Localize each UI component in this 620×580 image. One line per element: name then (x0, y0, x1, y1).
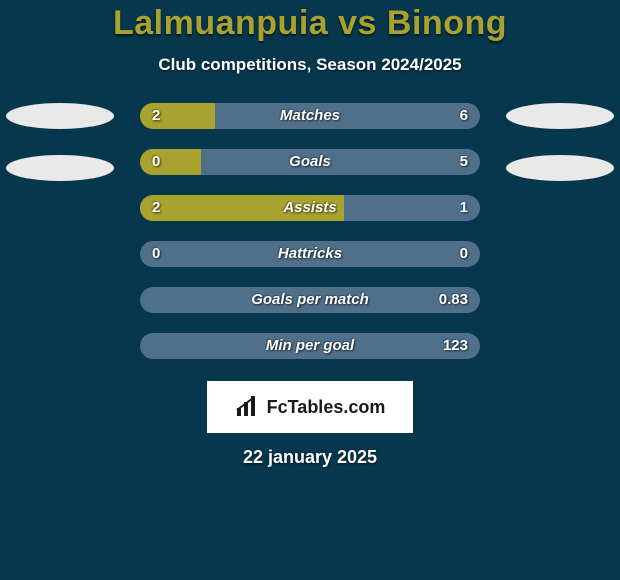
subtitle: Club competitions, Season 2024/2025 (0, 55, 620, 75)
stat-row: 21Assists (140, 195, 480, 221)
stat-row: 26Matches (140, 103, 480, 129)
comparison-bars: 26Matches 05Goals 21Assists 00Hattricks 0.83… (0, 103, 620, 359)
stat-row: 0.83Goals per match (140, 287, 480, 313)
stat-label: Goals (140, 149, 480, 175)
stat-row: 05Goals (140, 149, 480, 175)
fctables-logo: FcTables.com (207, 381, 413, 433)
right-team-badge (506, 103, 614, 129)
comparison-card: Lalmuanpuia vs Binong Club competitions,… (0, 0, 620, 580)
bars-icon (235, 396, 261, 418)
left-team-badge (6, 103, 114, 129)
logo-text: FcTables.com (267, 397, 386, 418)
page-title: Lalmuanpuia vs Binong (0, 4, 620, 43)
stat-label: Min per goal (140, 333, 480, 359)
right-team-badge (506, 155, 614, 181)
stat-label: Hattricks (140, 241, 480, 267)
stat-row: 123Min per goal (140, 333, 480, 359)
player1-name: Lalmuanpuia (113, 4, 328, 42)
stat-label: Matches (140, 103, 480, 129)
title-vs: vs (338, 4, 377, 42)
left-team-badge (6, 155, 114, 181)
date-text: 22 january 2025 (0, 447, 620, 468)
stat-label: Assists (140, 195, 480, 221)
stat-row: 00Hattricks (140, 241, 480, 267)
player2-name: Binong (387, 4, 507, 42)
stat-label: Goals per match (140, 287, 480, 313)
